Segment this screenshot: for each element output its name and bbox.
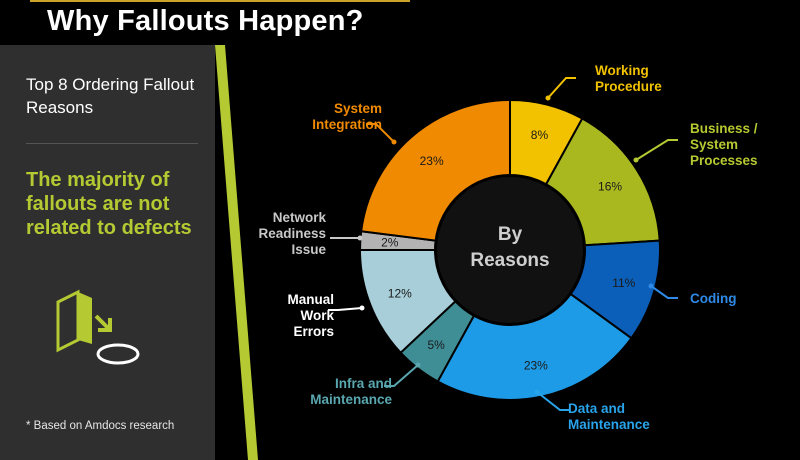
leader-dot-business-system-processes [633,157,639,163]
leader-dot-data-and-maintenance [534,389,540,395]
door-exit-icon [56,289,140,365]
slice-system-integration [360,98,511,242]
panel-title: Top 8 Ordering Fallout Reasons [26,75,195,117]
category-label-data-and-maintenance: Data and Maintenance [568,401,650,432]
category-label-working-procedure: Working Procedure [595,63,662,94]
center-label: By [498,224,523,245]
category-label-system-integration: System Integration [312,101,382,132]
value-label-manual-work-errors: 12% [388,287,412,301]
slice-data-and-maintenance [436,292,633,401]
leader-dot-coding [648,283,654,289]
page-title: Why Fallouts Happen? [47,5,364,37]
value-label-working-procedure: 8% [531,128,549,142]
panel-divider [26,143,198,144]
leader-dot-working-procedure [545,95,551,101]
category-label-business-system-processes: Business / System Processes [690,121,758,168]
value-label-infra-and-maintenance: 5% [427,338,445,352]
leader-dot-network-readiness-issue [357,235,363,241]
value-label-business-system-processes: 16% [598,180,622,194]
leader-line-data-and-maintenance [536,391,570,411]
leader-line-infra-and-maintenance [384,364,419,387]
left-panel [0,45,215,460]
leader-dot-manual-work-errors [359,305,365,311]
value-label-data-and-maintenance: 23% [524,359,548,373]
center-label: Reasons [470,250,549,271]
leader-dot-system-integration [391,139,397,145]
category-label-coding: Coding [690,291,737,306]
value-label-network-readiness-issue: 2% [381,235,399,249]
leader-line-system-integration [366,123,395,143]
footnote: * Based on Amdocs research [26,420,175,432]
leader-line-manual-work-errors [328,307,363,311]
leader-line-business-system-processes [635,139,678,161]
leader-line-coding [650,285,678,299]
accent-diagonal-bar [215,45,258,460]
value-label-system-integration: 23% [420,154,444,168]
donut-center [437,177,583,323]
category-label-network-readiness-issue: Network Readiness Issue [258,210,326,257]
value-label-coding: 11% [612,276,635,290]
panel-message: The majority of fallouts are not related… [26,169,192,239]
category-label-manual-work-errors: Manual Work Errors [287,292,334,339]
leader-dot-infra-and-maintenance [415,362,421,368]
category-label-infra-and-maintenance: Infra and Maintenance [310,376,392,407]
leader-line-working-procedure [547,77,576,99]
top-accent-rule [30,0,410,2]
